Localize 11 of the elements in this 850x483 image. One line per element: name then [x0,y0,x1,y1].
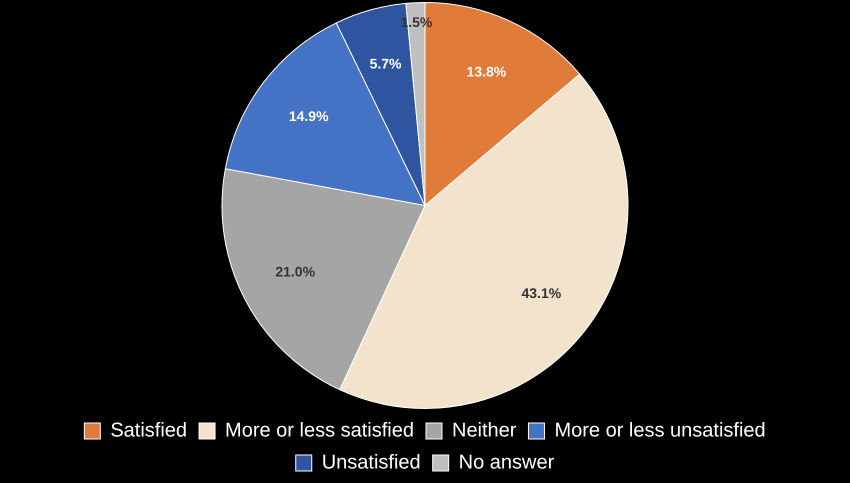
data-label: 21.0% [275,264,316,280]
legend-label: Neither [452,420,517,442]
data-label: 43.1% [521,284,562,301]
legend-label: No answer [458,452,555,474]
legend-label: More or less satisfied [225,420,414,442]
data-label: 14.9% [288,108,330,124]
data-label: 13.8% [466,64,507,80]
legend-label: Unsatisfied [322,452,421,474]
legend-label: More or less unsatisfied [554,420,766,442]
data-label: 5.7% [370,56,402,72]
legend-label: Satisfied [110,420,188,442]
